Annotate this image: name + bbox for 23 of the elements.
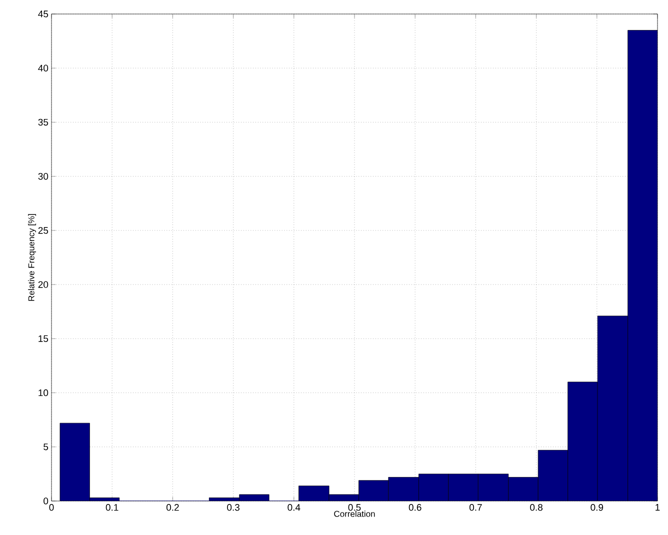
y-tick-label: 25 xyxy=(38,227,48,234)
x-tick-label: 0.8 xyxy=(530,504,543,511)
y-tick-label: 45 xyxy=(38,10,48,18)
y-tick-label: 30 xyxy=(38,172,48,180)
y-tick-label: 10 xyxy=(38,389,48,396)
x-tick-label: 1 xyxy=(656,504,660,511)
y-tick-label: 15 xyxy=(38,335,48,342)
x-tick-label: 0.2 xyxy=(166,504,179,511)
y-tick-label: 40 xyxy=(38,64,48,72)
x-tick-label: 0.1 xyxy=(106,504,118,511)
x-tick-label: 0.3 xyxy=(227,504,240,511)
x-tick-label: 0.5 xyxy=(348,504,361,511)
x-tick-label: 0.7 xyxy=(469,504,482,511)
y-tick-label: 20 xyxy=(38,281,48,288)
x-axis-title: Correlation xyxy=(334,510,375,517)
y-tick-label: 35 xyxy=(38,118,48,126)
x-tick-label: 0.6 xyxy=(408,504,422,511)
x-tick-label: 0.9 xyxy=(590,504,604,511)
x-tick-label: 0 xyxy=(49,504,54,511)
y-axis-title: Relative Frequency [%] xyxy=(28,214,36,301)
y-tick-label: 0 xyxy=(44,498,48,504)
y-tick-label: 5 xyxy=(44,444,48,450)
x-tick-label: 0.4 xyxy=(288,504,300,511)
